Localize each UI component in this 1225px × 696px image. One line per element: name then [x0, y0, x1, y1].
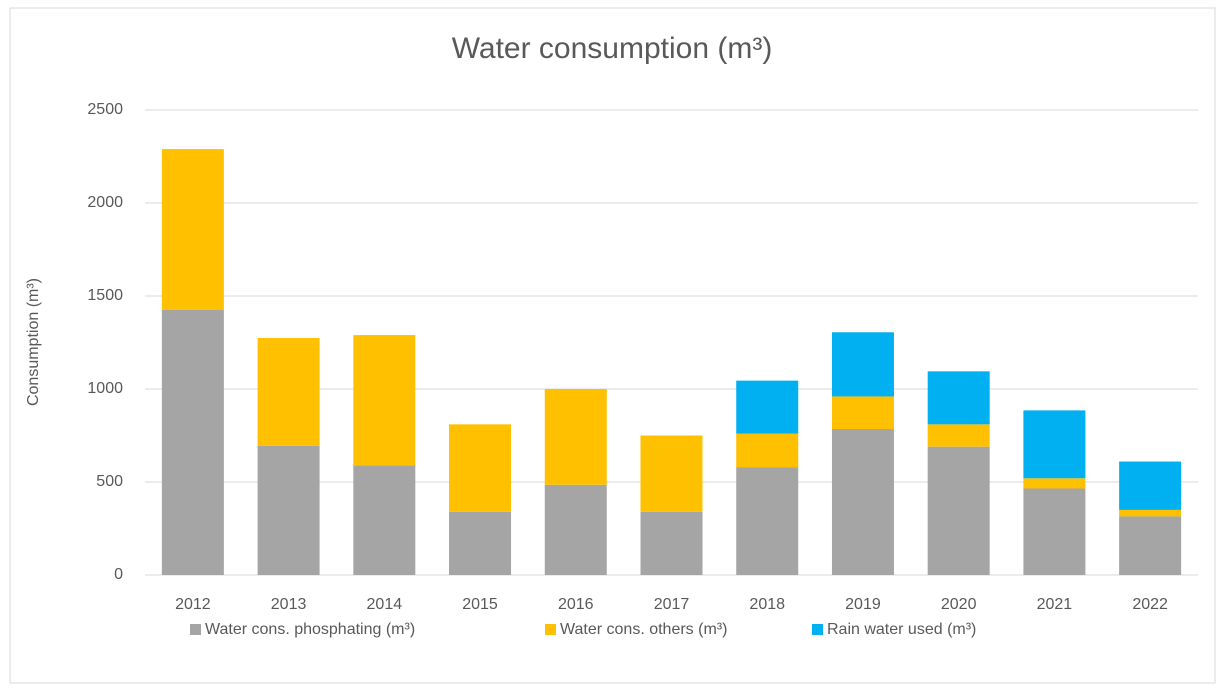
bar-segment [353, 465, 416, 575]
x-tick-label: 2014 [367, 596, 403, 613]
y-tick-label: 1500 [87, 287, 123, 304]
x-tick-label: 2019 [845, 596, 881, 613]
bar-segment [353, 335, 416, 466]
bar-segment [736, 467, 799, 575]
bar-segment [1119, 509, 1182, 517]
legend-swatch [190, 624, 201, 635]
bar-segment [831, 428, 894, 575]
bar-segment [1023, 478, 1086, 489]
bar-segment [736, 380, 799, 434]
bar-segment [257, 445, 320, 575]
legend-label: Water cons. others (m³) [560, 621, 727, 638]
bar-segment [736, 433, 799, 468]
x-tick-label: 2022 [1132, 596, 1168, 613]
x-tick-label: 2017 [654, 596, 690, 613]
bar-segment [449, 511, 512, 575]
bar-segment [927, 446, 990, 575]
x-tick-label: 2012 [175, 596, 211, 613]
x-tick-label: 2020 [941, 596, 977, 613]
legend-swatch [545, 624, 556, 635]
legend-label: Water cons. phosphating (m³) [205, 621, 415, 638]
x-tick-label: 2016 [558, 596, 594, 613]
bar-segment [544, 389, 607, 485]
bar-segment [161, 309, 224, 575]
bar-segment [927, 424, 990, 447]
legend-swatch [812, 624, 823, 635]
bar-segment [161, 149, 224, 310]
y-tick-label: 500 [96, 473, 123, 490]
bar-segment [640, 435, 703, 512]
y-tick-label: 0 [114, 566, 123, 583]
bar-segment [927, 371, 990, 425]
y-tick-label: 1000 [87, 380, 123, 397]
x-tick-label: 2018 [749, 596, 785, 613]
y-axis-label: Consumption (m³) [25, 278, 42, 406]
bar-segment [257, 338, 320, 446]
bar-segment [1119, 516, 1182, 575]
bar-segment [831, 396, 894, 429]
bar-segment [544, 484, 607, 575]
chart-title: Water consumption (m³) [452, 32, 773, 65]
x-tick-label: 2021 [1037, 596, 1073, 613]
legend-label: Rain water used (m³) [827, 621, 976, 638]
bar-segment [449, 424, 512, 512]
bar-segment [640, 511, 703, 575]
bar-segment [1023, 410, 1086, 479]
y-tick-label: 2000 [87, 194, 123, 211]
bar-segment [1023, 488, 1086, 575]
bar-segment [1119, 461, 1182, 510]
x-tick-label: 2015 [462, 596, 498, 613]
y-tick-label: 2500 [87, 101, 123, 118]
x-tick-label: 2013 [271, 596, 307, 613]
bar-segment [831, 332, 894, 397]
